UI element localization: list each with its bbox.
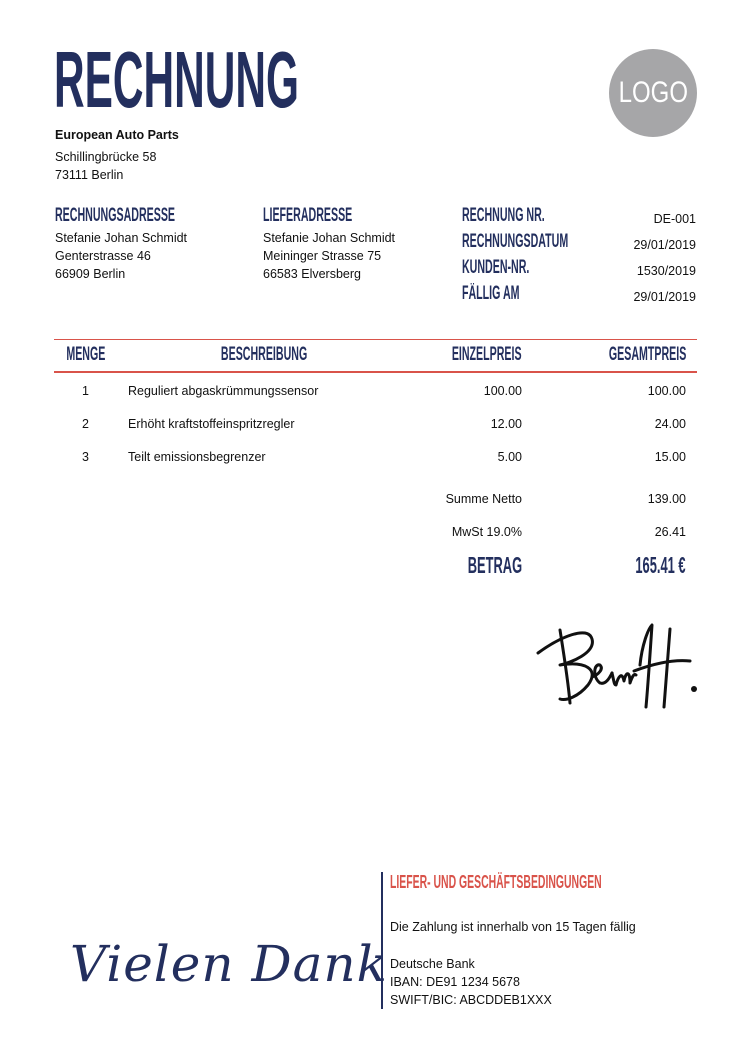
total-label: BETRAG xyxy=(467,552,522,578)
meta-value: 29/01/2019 xyxy=(633,238,696,252)
meta-label: RECHNUNG NR. xyxy=(462,205,545,226)
shipping-name: Stefanie Johan Schmidt xyxy=(263,231,396,245)
row-unit-price: 5.00 xyxy=(497,450,522,464)
table-row: 2 Erhöht kraftstoffeinspritzregler 12.00… xyxy=(54,417,697,450)
sender-name: European Auto Parts xyxy=(55,128,179,142)
table-header: MENGE BESCHREIBUNG EINZELPREIS GESAMTPRE… xyxy=(54,344,697,368)
meta-row: RECHNUNG NR. DE-001 xyxy=(462,205,696,231)
row-qty: 2 xyxy=(82,417,89,431)
footer-divider xyxy=(381,872,383,1009)
shipping-address: LIEFERADRESSE Stefanie Johan Schmidt Mei… xyxy=(263,205,422,283)
payment-terms: Die Zahlung ist innerhalb von 15 Tagen f… xyxy=(390,920,636,934)
header-qty: MENGE xyxy=(66,344,106,365)
meta-value: DE-001 xyxy=(653,212,696,226)
meta-row: FÄLLIG AM 29/01/2019 xyxy=(462,283,696,309)
tax-label: MwSt 19.0% xyxy=(451,525,522,539)
tax-value: 26.41 xyxy=(654,525,686,539)
bank-iban: IBAN: DE91 1234 5678 xyxy=(390,975,520,989)
meta-value: 29/01/2019 xyxy=(633,290,696,304)
row-total: 24.00 xyxy=(654,417,686,431)
net-value: 139.00 xyxy=(647,492,686,506)
invoice-title: RECHNUNG xyxy=(54,34,516,126)
shipping-heading: LIEFERADRESSE xyxy=(263,205,353,226)
total-value: 165.41 € xyxy=(635,552,686,578)
row-unit-price: 12.00 xyxy=(490,417,522,431)
invoice-title-text: RECHNUNG xyxy=(54,35,299,124)
logo-text: LOGO xyxy=(618,76,688,109)
header-total-price: GESAMTPREIS xyxy=(608,344,686,365)
row-qty: 3 xyxy=(82,450,89,464)
meta-row: RECHNUNGSDATUM 29/01/2019 xyxy=(462,231,696,257)
table-header-divider xyxy=(54,371,697,373)
logo-placeholder: LOGO xyxy=(609,49,697,137)
terms-heading: LIEFER- UND GESCHÄFTSBEDINGUNGEN xyxy=(390,872,602,892)
sender-street: Schillingbrücke 58 xyxy=(55,150,157,164)
billing-street: Genterstrasse 46 xyxy=(55,249,151,263)
table-row: 3 Teilt emissionsbegrenzer 5.00 15.00 xyxy=(54,450,697,483)
header-unit-price: EINZELPREIS xyxy=(452,344,522,365)
row-unit-price: 100.00 xyxy=(483,384,522,398)
meta-label: KUNDEN-NR. xyxy=(462,257,530,278)
bank-bic: SWIFT/BIC: ABCDDEB1XXX xyxy=(390,993,552,1007)
row-total: 100.00 xyxy=(647,384,686,398)
row-total: 15.00 xyxy=(654,450,686,464)
signature-image xyxy=(536,623,697,709)
row-description: Reguliert abgaskrümmungssensor xyxy=(128,384,319,398)
billing-city: 66909 Berlin xyxy=(55,267,126,281)
bank-name: Deutsche Bank xyxy=(390,957,475,971)
billing-name: Stefanie Johan Schmidt xyxy=(55,231,188,245)
row-qty: 1 xyxy=(82,384,89,398)
meta-label: FÄLLIG AM xyxy=(462,283,520,304)
sender-city: 73111 Berlin xyxy=(55,168,124,182)
net-label: Summe Netto xyxy=(445,492,522,506)
table-row: 1 Reguliert abgaskrümmungssensor 100.00 … xyxy=(54,384,697,417)
line-items: 1 Reguliert abgaskrümmungssensor 100.00 … xyxy=(54,384,697,483)
billing-heading: RECHNUNGSADRESSE xyxy=(55,205,176,226)
shipping-city: 66583 Elversberg xyxy=(263,267,361,281)
row-description: Teilt emissionsbegrenzer xyxy=(128,450,266,464)
shipping-street: Meininger Strasse 75 xyxy=(263,249,382,263)
meta-row: KUNDEN-NR. 1530/2019 xyxy=(462,257,696,283)
meta-label: RECHNUNGSDATUM xyxy=(462,231,569,252)
invoice-meta: RECHNUNG NR. DE-001 RECHNUNGSDATUM 29/01… xyxy=(462,205,696,309)
table-top-divider xyxy=(54,339,697,340)
header-description: BESCHREIBUNG xyxy=(220,344,308,365)
row-description: Erhöht kraftstoffeinspritzregler xyxy=(128,417,295,431)
thank-you-text: Vielen Dank xyxy=(70,935,388,993)
billing-address: RECHNUNGSADRESSE Stefanie Johan Schmidt … xyxy=(55,205,269,283)
meta-value: 1530/2019 xyxy=(636,264,696,278)
